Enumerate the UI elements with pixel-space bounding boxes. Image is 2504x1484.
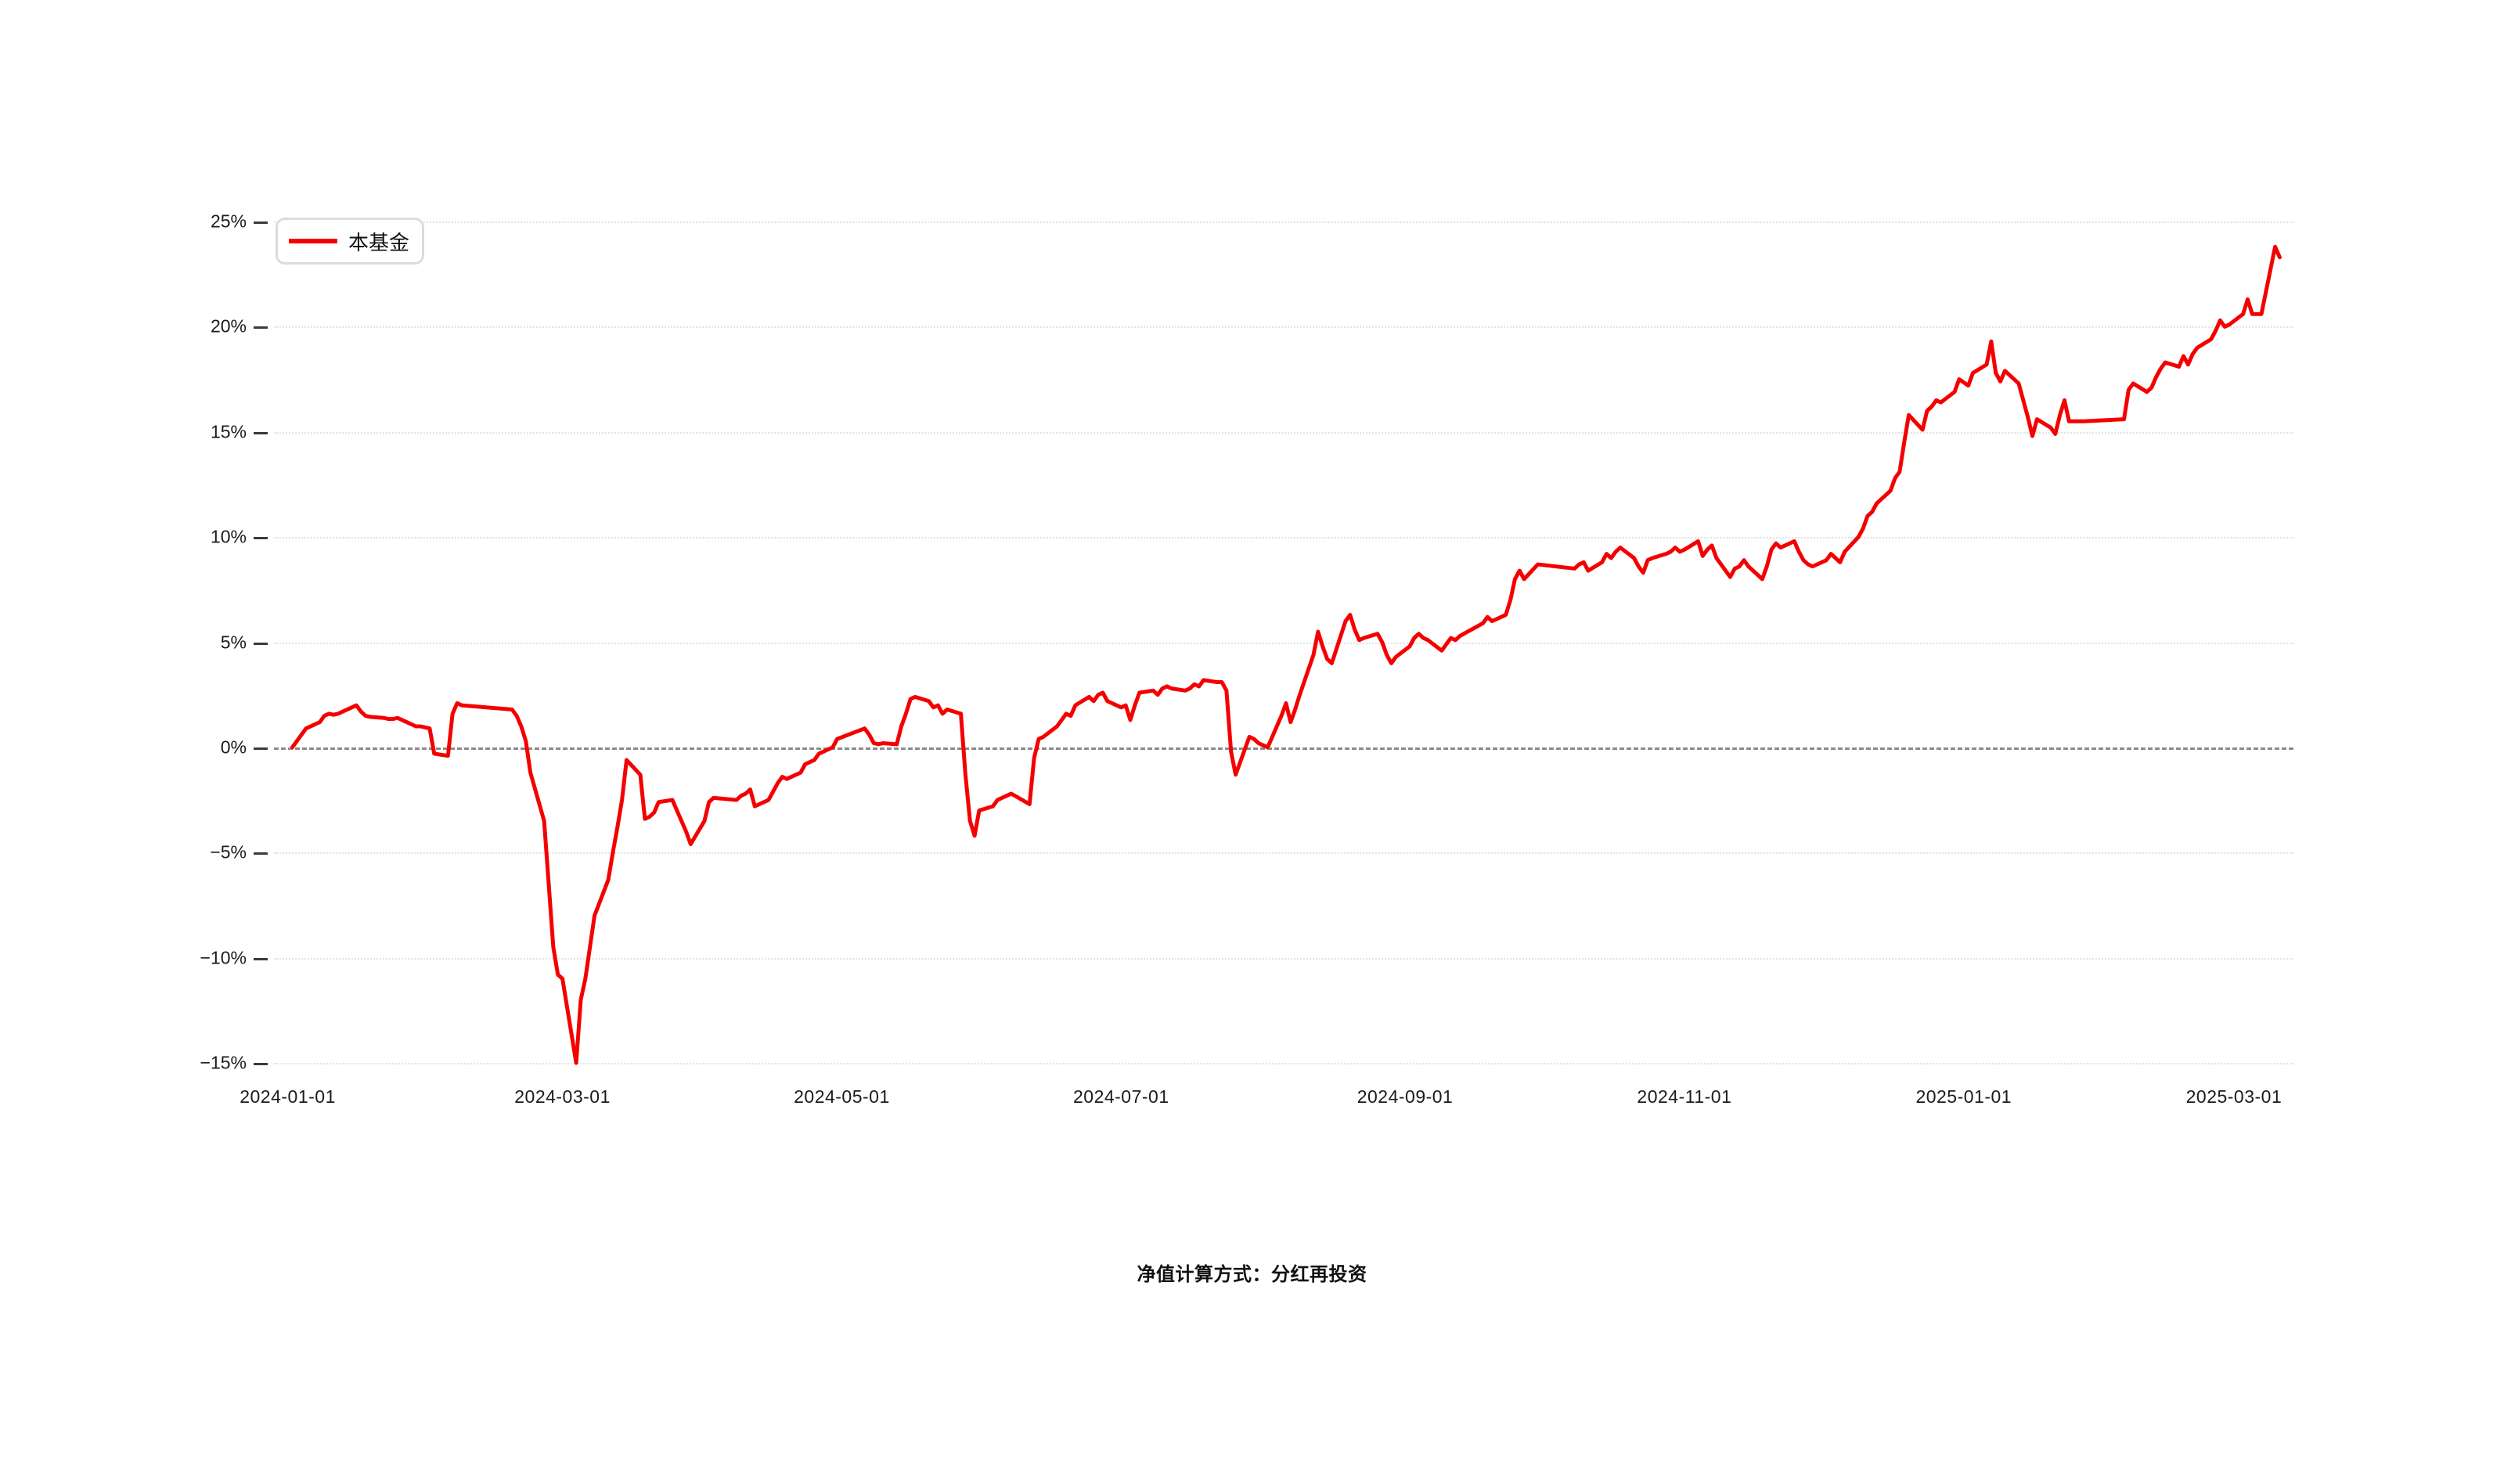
- y-axis-tick-mark: [254, 1063, 268, 1065]
- y-axis-tick-label: 25%: [210, 211, 247, 232]
- chart-legend: 本基金: [276, 218, 425, 265]
- chart-caption: 净值计算方式：分红再投资: [1137, 1263, 1367, 1285]
- y-axis-tick-mark: [254, 642, 268, 645]
- y-axis-tick-label: −10%: [200, 947, 247, 968]
- x-axis-tick-label: 2024-03-01: [514, 1086, 611, 1107]
- gridline: [274, 642, 2293, 644]
- y-axis-tick-mark: [254, 222, 268, 224]
- x-axis-tick-label: 2024-07-01: [1072, 1086, 1169, 1107]
- gridline: [274, 326, 2293, 329]
- gridline: [274, 1063, 2293, 1064]
- x-axis-tick-label: 2025-01-01: [1915, 1086, 2012, 1107]
- x-axis-tick-label: 2024-11-01: [1637, 1086, 1732, 1107]
- gridline: [274, 222, 2293, 223]
- gridline: [274, 537, 2293, 539]
- legend-color-swatch-icon: [289, 239, 337, 243]
- y-axis-tick-mark: [254, 537, 268, 540]
- y-axis-tick-label: −5%: [210, 841, 247, 863]
- y-axis-tick-label: 0%: [220, 737, 247, 758]
- x-axis-tick-label: 2024-09-01: [1356, 1086, 1454, 1107]
- gridline: [274, 852, 2293, 855]
- gridline: [274, 957, 2293, 960]
- x-axis-tick-label: 2025-03-01: [2185, 1086, 2282, 1107]
- series-line-group: [290, 244, 2282, 1065]
- y-axis-tick-mark: [254, 747, 268, 750]
- zero-reference-line: [274, 747, 2293, 750]
- x-axis-tick-label: 2024-01-01: [240, 1086, 336, 1107]
- legend-label: 本基金: [348, 231, 410, 255]
- y-axis-tick-label: 15%: [210, 421, 247, 442]
- y-axis-tick-mark: [254, 431, 268, 434]
- y-axis-tick-mark: [254, 326, 268, 330]
- y-axis-tick-mark: [254, 957, 268, 960]
- y-axis-tick-label: 20%: [210, 315, 247, 337]
- x-axis-tick-label: 2024-05-01: [794, 1086, 890, 1107]
- series-line-benchmark-fund: [290, 244, 2282, 1065]
- y-axis-tick-mark: [254, 852, 268, 855]
- y-axis-tick-label: 5%: [220, 632, 247, 652]
- y-axis-tick-label: 10%: [210, 526, 247, 547]
- y-axis-tick-label: −15%: [200, 1052, 247, 1073]
- gridline: [274, 431, 2293, 434]
- plot-area: 25% 20% 15% 10% 5% 0% −5% −10% −15% 2024-01-01 20…: [200, 211, 2293, 1107]
